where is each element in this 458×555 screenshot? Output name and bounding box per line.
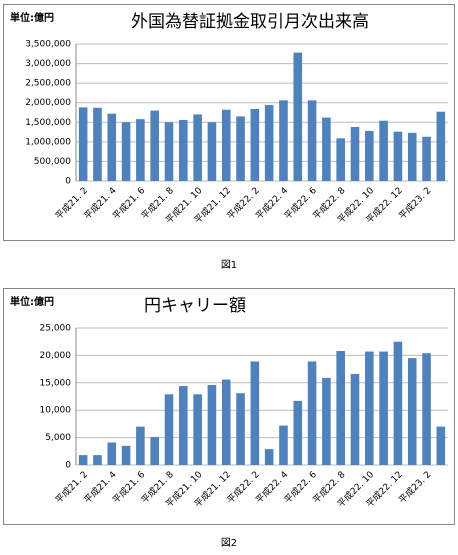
caption: 図2 xyxy=(221,537,237,549)
bar xyxy=(121,122,131,181)
bar xyxy=(93,455,102,465)
chart-title: 円キャリー額 xyxy=(144,296,246,316)
bar xyxy=(422,353,431,465)
bar xyxy=(264,449,274,465)
bar xyxy=(322,117,331,181)
bar xyxy=(365,351,374,465)
bar xyxy=(379,351,388,465)
bar xyxy=(250,361,260,465)
bar xyxy=(336,138,345,181)
unit-label: 単位:億円 xyxy=(10,11,54,24)
bar xyxy=(350,126,360,181)
bar xyxy=(293,52,303,182)
bar xyxy=(436,111,446,181)
bar xyxy=(322,377,331,465)
bar xyxy=(250,108,260,181)
y-tick-label: 1,000,000 xyxy=(25,137,71,147)
bar xyxy=(307,361,317,465)
bar xyxy=(236,116,245,181)
bar xyxy=(350,374,360,465)
bar xyxy=(207,122,217,181)
y-tick-label: 5,000 xyxy=(45,433,71,443)
bar xyxy=(264,105,274,181)
bar xyxy=(279,425,288,465)
bar xyxy=(179,386,188,465)
bar xyxy=(393,131,403,181)
bar xyxy=(179,119,188,181)
y-tick-label: 500,000 xyxy=(34,157,71,167)
y-tick-label: 3,500,000 xyxy=(25,40,71,50)
y-tick-label: 15,000 xyxy=(40,378,72,388)
bar xyxy=(293,400,303,465)
bar xyxy=(78,107,88,181)
bar xyxy=(407,358,417,465)
bar xyxy=(136,426,145,465)
bar xyxy=(307,100,317,181)
bar xyxy=(236,393,245,465)
y-tick-label: 3,000,000 xyxy=(25,59,71,69)
y-tick-label: 2,000,000 xyxy=(25,98,71,108)
bar xyxy=(136,119,145,181)
bar xyxy=(379,120,388,181)
bar xyxy=(436,426,446,465)
y-tick-label: 20,000 xyxy=(40,351,72,361)
bar xyxy=(78,455,88,465)
bar xyxy=(221,379,231,465)
bar xyxy=(336,351,345,465)
bar xyxy=(365,130,374,181)
bar xyxy=(221,109,231,181)
y-tick-label: 10,000 xyxy=(40,406,72,416)
bar xyxy=(93,107,102,181)
unit-label: 単位:億円 xyxy=(10,295,54,308)
bar xyxy=(164,122,174,181)
bar xyxy=(393,341,403,465)
chart-title: 外国為替証拠金取引月次出来高 xyxy=(131,12,369,32)
y-tick-label: 2,500,000 xyxy=(25,79,71,89)
bar xyxy=(207,384,217,465)
y-tick-label: 1,500,000 xyxy=(25,118,71,128)
bar xyxy=(193,114,202,181)
bar xyxy=(279,100,288,181)
y-tick-label: 0 xyxy=(65,177,71,187)
bar xyxy=(107,442,117,465)
caption: 図1 xyxy=(221,259,237,271)
bar xyxy=(150,110,159,181)
bar xyxy=(150,437,159,465)
bar xyxy=(164,394,174,465)
bar xyxy=(107,113,117,181)
bar xyxy=(121,445,131,465)
y-tick-label: 25,000 xyxy=(40,324,72,334)
bar xyxy=(407,132,417,181)
y-tick-label: 0 xyxy=(65,461,71,471)
bar xyxy=(422,136,431,181)
bar xyxy=(193,394,202,465)
